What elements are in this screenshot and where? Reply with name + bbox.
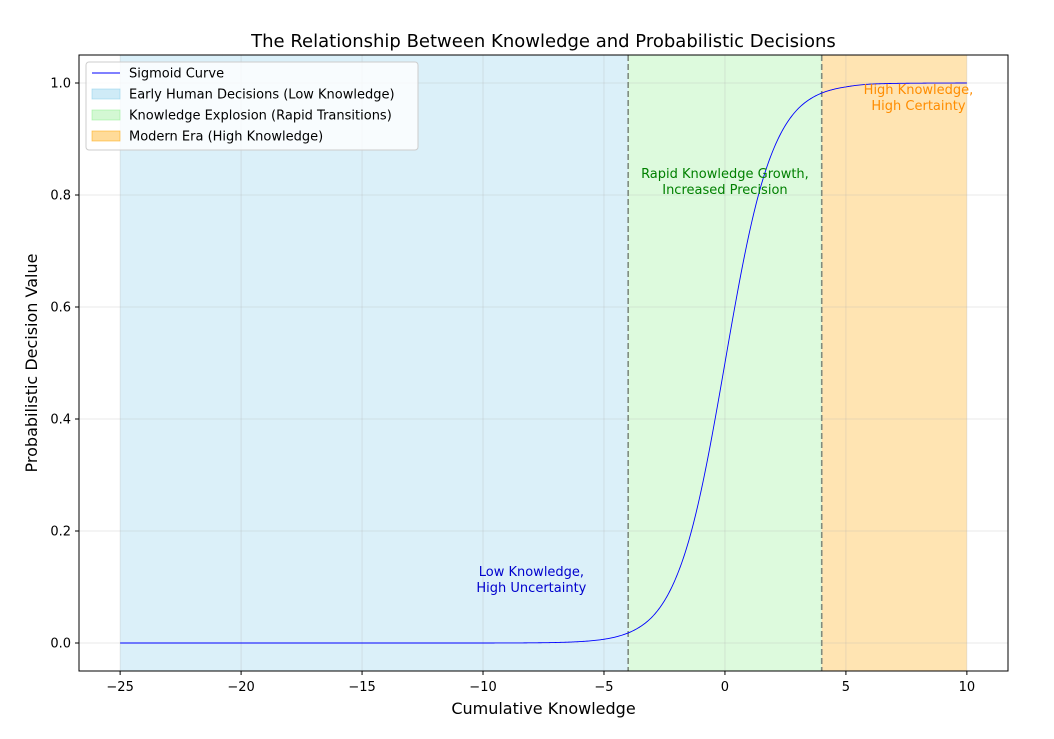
annotation-3: High Knowledge, High Certainty	[864, 83, 974, 114]
annotation-line: Rapid Knowledge Growth,	[641, 167, 809, 182]
x-axis-label: Cumulative Knowledge	[451, 699, 635, 718]
annotation-2: Rapid Knowledge Growth, Increased Precisi…	[641, 167, 809, 198]
legend-swatch	[91, 130, 121, 142]
annotation-line: Low Knowledge,	[479, 565, 584, 580]
chart-title: The Relationship Between Knowledge and P…	[250, 31, 836, 52]
y-tick-label: 0.8	[50, 189, 71, 204]
annotation-line: High Knowledge,	[864, 83, 974, 98]
x-tick-label: −15	[348, 680, 375, 695]
legend: Sigmoid Curve Early Human Decisions (Low …	[85, 61, 419, 151]
region-3	[821, 55, 967, 671]
legend-label: Early Human Decisions (Low Knowledge)	[129, 88, 395, 103]
y-tick-label: 1.0	[50, 77, 71, 92]
legend-label: Knowledge Explosion (Rapid Transitions)	[129, 109, 392, 124]
annotation-1: Low Knowledge, High Uncertainty	[476, 565, 586, 596]
x-tick-label: 5	[842, 680, 850, 695]
legend-label: Modern Era (High Knowledge)	[129, 130, 323, 145]
regions	[120, 55, 967, 671]
legend-swatch	[91, 109, 121, 121]
annotations: Low Knowledge, High Uncertainty Rapid Know…	[476, 83, 973, 596]
region-1	[120, 55, 629, 671]
annotation-line: High Uncertainty	[476, 581, 586, 596]
y-axis-label: Probabilistic Decision Value	[22, 254, 41, 473]
axes-frame	[78, 54, 1009, 672]
x-tick-label: 10	[959, 680, 976, 695]
annotation-line: Increased Precision	[662, 183, 787, 198]
legend-box	[85, 61, 419, 151]
annotation-line: High Certainty	[871, 99, 965, 114]
y-tick-label: 0.4	[50, 413, 71, 428]
y-tick-label: 0.2	[50, 525, 71, 540]
y-tick-label: 0.6	[50, 301, 71, 316]
y-ticks: 0.0 0.2 0.4 0.6 0.8 1.0	[50, 77, 79, 652]
legend-label: Sigmoid Curve	[129, 67, 224, 82]
vertical-lines	[627, 55, 823, 671]
x-ticks: −25 −20 −15 −10 −5 0 5 10	[106, 671, 975, 695]
x-tick-label: −20	[227, 680, 254, 695]
x-tick-label: −5	[594, 680, 613, 695]
y-tick-label: 0.0	[50, 637, 71, 652]
x-tick-label: 0	[721, 680, 729, 695]
x-tick-label: −10	[469, 680, 496, 695]
series-line-1	[120, 82, 967, 644]
x-tick-label: −25	[106, 680, 133, 695]
series-layer	[120, 82, 967, 644]
legend-swatch	[91, 88, 121, 100]
